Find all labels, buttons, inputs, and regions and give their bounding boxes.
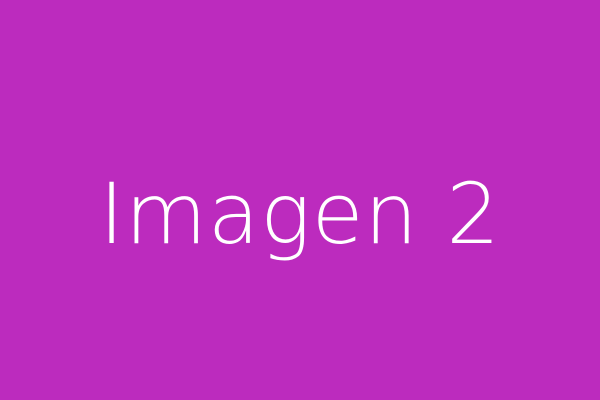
placeholder-label: Imagen 2 bbox=[99, 165, 501, 263]
